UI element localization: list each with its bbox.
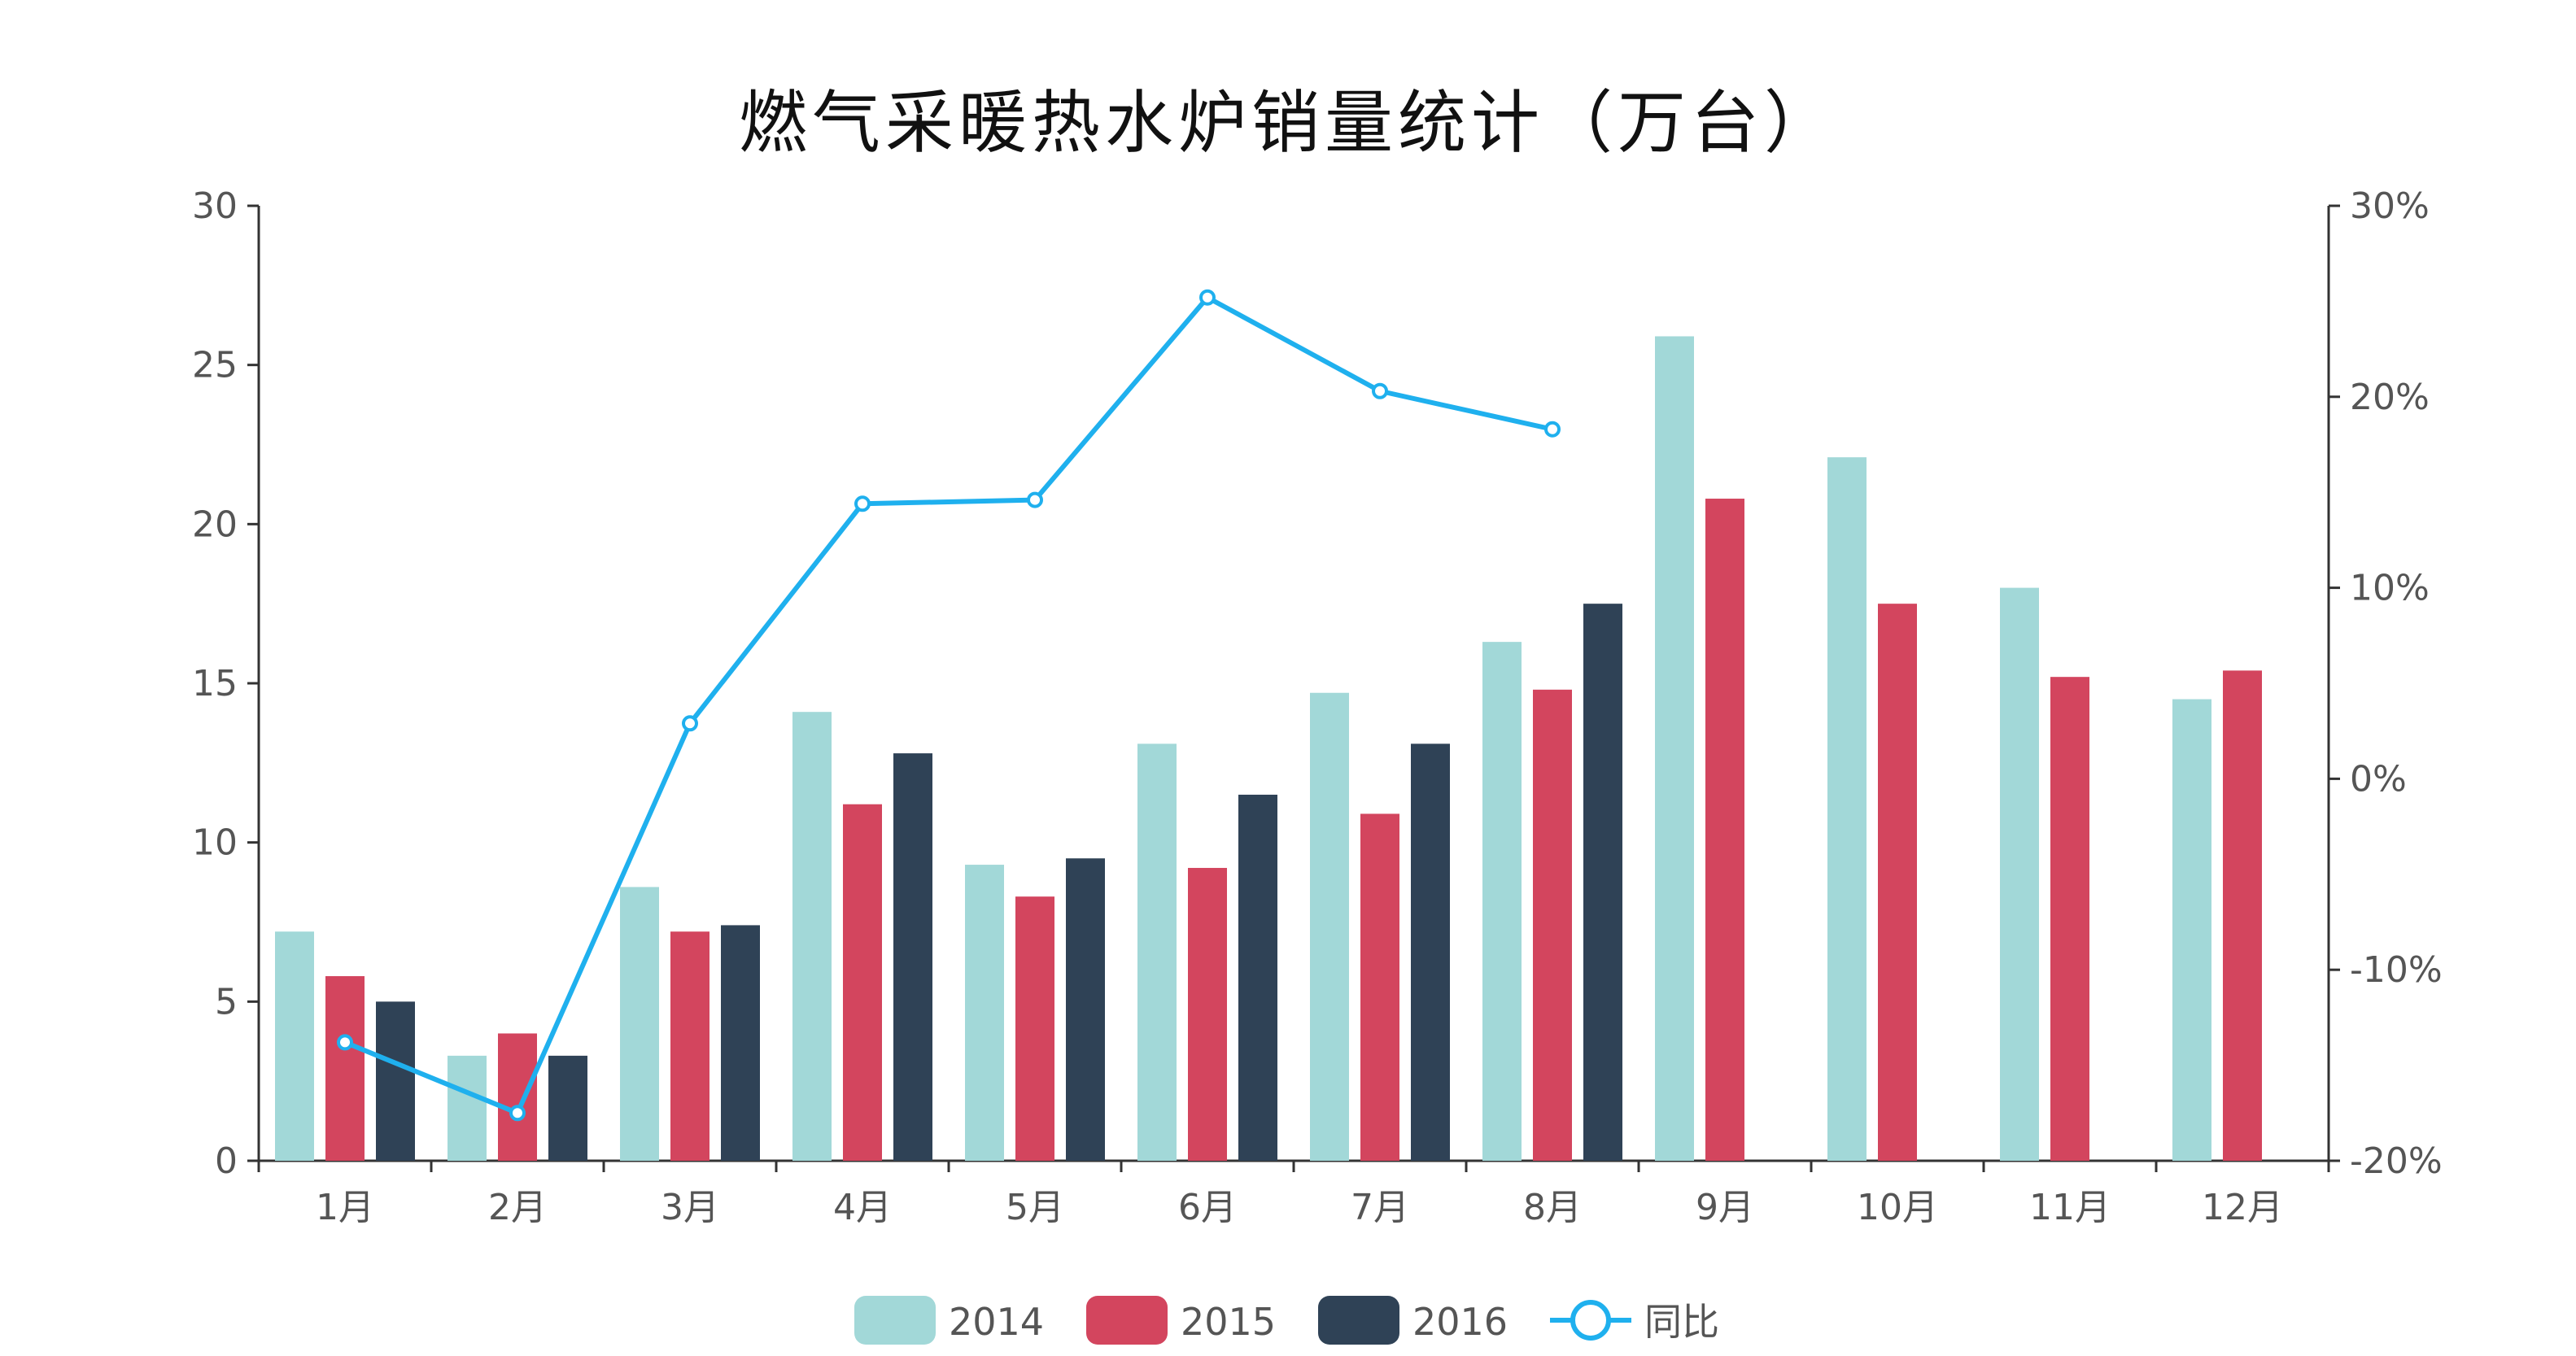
x-axis-tick-label: 12月: [2202, 1187, 2283, 1228]
bar-2014-7月: [1310, 692, 1349, 1161]
bar-2014-2月: [448, 1055, 487, 1161]
bar-2014-10月: [1827, 457, 1867, 1161]
bar-2016-7月: [1411, 743, 1450, 1161]
bar-2014-5月: [965, 865, 1004, 1161]
legend-swatch-2016: [1318, 1296, 1399, 1345]
right-axis-tick-label: 10%: [2350, 568, 2430, 609]
right-axis-tick-label: 20%: [2350, 377, 2430, 418]
x-axis-tick-label: 7月: [1351, 1187, 1409, 1228]
x-axis-tick-label: 6月: [1178, 1187, 1237, 1228]
right-axis-tick-label: 0%: [2350, 758, 2407, 800]
left-axis-tick-label: 5: [215, 981, 238, 1022]
bar-2014-1月: [275, 931, 314, 1161]
right-y-axis: -20% -10% 0% 10% 20% 30%: [2327, 185, 2443, 1182]
legend-swatch-marker: [1570, 1300, 1611, 1341]
bar-2015-7月: [1360, 813, 1399, 1161]
left-axis-tick-label: 25: [192, 345, 238, 386]
yoy-point: [854, 495, 871, 512]
x-axis-tick-label: 3月: [661, 1187, 719, 1228]
right-axis-tick-label: 30%: [2350, 185, 2430, 227]
legend-label-2016: 2016: [1412, 1300, 1508, 1344]
yoy-line-series: [337, 289, 1561, 1122]
bars: [275, 336, 2262, 1161]
legend-swatch-2015: [1086, 1296, 1168, 1345]
bar-2016-3月: [721, 925, 760, 1161]
x-axis-tick-label: 9月: [1696, 1187, 1754, 1228]
legend-label-2014: 2014: [949, 1300, 1044, 1344]
x-axis-tick-label: 5月: [1006, 1187, 1064, 1228]
legend-label-2015: 2015: [1181, 1300, 1276, 1344]
bar-2014-3月: [620, 887, 659, 1161]
bar-2015-5月: [1015, 896, 1054, 1161]
left-axis-tick-label: 30: [192, 185, 238, 227]
right-axis-tick-label: -20%: [2350, 1140, 2443, 1182]
bar-2014-11月: [2000, 587, 2039, 1161]
left-axis-tick-label: 10: [192, 822, 238, 864]
bar-2015-3月: [670, 931, 709, 1161]
bar-2015-11月: [2050, 677, 2089, 1161]
x-axis-tick-label: 10月: [1857, 1187, 1938, 1228]
yoy-point: [1544, 421, 1561, 438]
yoy-point: [337, 1034, 353, 1051]
yoy-line: [343, 294, 1553, 1116]
bar-2014-8月: [1482, 642, 1522, 1161]
yoy-point: [1027, 491, 1043, 508]
x-axis-tick-label: 4月: [833, 1187, 892, 1228]
bar-2015-6月: [1188, 867, 1227, 1161]
bar-2016-6月: [1238, 794, 1277, 1161]
yoy-point: [1199, 289, 1216, 306]
x-axis-tick-label: 1月: [316, 1187, 374, 1228]
yoy-point: [1372, 382, 1388, 399]
x-axis-tick-label: 8月: [1523, 1187, 1582, 1228]
x-axis: 1月 2月 3月 4月 5月 6月 7月 8月 9月 10月 11月 12月: [257, 1159, 2330, 1228]
left-axis-tick-label: 0: [215, 1140, 238, 1182]
right-axis-tick-label: -10%: [2350, 949, 2443, 991]
bar-2016-8月: [1583, 604, 1622, 1161]
x-axis-tick-label: 11月: [2029, 1187, 2111, 1228]
left-axis-tick-label: 15: [192, 663, 238, 704]
bar-2015-9月: [1705, 499, 1744, 1161]
bar-2016-4月: [893, 753, 932, 1161]
yoy-point: [509, 1105, 526, 1122]
bar-2015-8月: [1533, 689, 1572, 1161]
bar-2016-2月: [548, 1055, 587, 1161]
yoy-point: [682, 715, 698, 732]
bar-2014-6月: [1137, 743, 1177, 1161]
bar-2015-12月: [2223, 670, 2262, 1161]
left-axis-tick-label: 20: [192, 504, 238, 545]
chart-title: 燃气采暖热水炉销量统计（万台）: [739, 83, 1837, 163]
legend-swatch-2014: [854, 1296, 936, 1345]
legend-label-同比: 同比: [1644, 1300, 1719, 1344]
bar-2014-12月: [2172, 699, 2211, 1161]
legend: 2014 2015 2016 同比: [854, 1296, 1719, 1345]
bar-2014-4月: [792, 712, 832, 1161]
bar-2015-4月: [843, 804, 882, 1161]
bar-2016-5月: [1066, 858, 1105, 1161]
bar-2015-10月: [1878, 604, 1917, 1161]
bar-2015-2月: [498, 1033, 537, 1161]
bar-2016-1月: [376, 1001, 415, 1161]
bar-2014-9月: [1655, 336, 1694, 1161]
x-axis-tick-label: 2月: [488, 1187, 547, 1228]
left-y-axis: 0 5 10 15 20 25 30: [192, 185, 260, 1182]
bar-2015-1月: [325, 976, 365, 1161]
